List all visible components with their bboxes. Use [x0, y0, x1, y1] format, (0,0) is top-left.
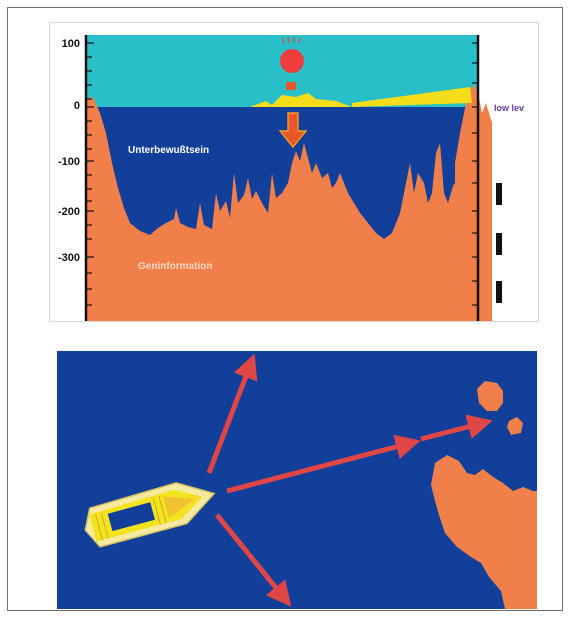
y-tick-label: -100	[58, 156, 80, 168]
sun-icon	[280, 49, 304, 73]
left-coast	[86, 95, 478, 321]
label-low-level: low lev	[494, 103, 524, 113]
y-ticks	[86, 42, 478, 306]
arrow-right-segment-2	[420, 414, 493, 442]
boat-icon	[84, 482, 216, 548]
marker-small	[286, 82, 296, 90]
right-headland	[455, 85, 492, 321]
arrow-down-right	[215, 513, 292, 607]
figure-frame: 100 0 -100 -200 -300 Unterbewußtsein Gen…	[7, 7, 563, 611]
y-tick-label: -200	[58, 206, 80, 218]
island-small	[507, 417, 523, 435]
depth-section-svg: 100 0 -100 -200 -300 Unterbewußtsein Gen…	[58, 35, 524, 321]
right-bar-2	[496, 233, 502, 255]
y-tick-label: -300	[58, 252, 80, 264]
right-bar-3	[496, 281, 502, 303]
y-tick-label: 0	[74, 100, 80, 112]
down-arrow	[278, 112, 308, 149]
arrow-up-right	[206, 353, 258, 474]
coastline-right	[431, 455, 537, 609]
label-geninformation: Geninformation	[138, 261, 212, 272]
sun-rays	[281, 36, 301, 44]
arrow-right-segment-1	[226, 434, 421, 494]
right-bar-1	[496, 183, 502, 205]
label-subconscious: Unterbewußtsein	[128, 145, 209, 156]
boat-panel	[57, 351, 537, 609]
y-tick-label: 100	[62, 38, 80, 50]
boat-svg	[84, 353, 537, 609]
depth-section-panel: 100 0 -100 -200 -300 Unterbewußtsein Gen…	[49, 22, 539, 322]
island-top	[477, 381, 503, 411]
light-beam	[352, 87, 472, 107]
ship	[250, 93, 352, 107]
